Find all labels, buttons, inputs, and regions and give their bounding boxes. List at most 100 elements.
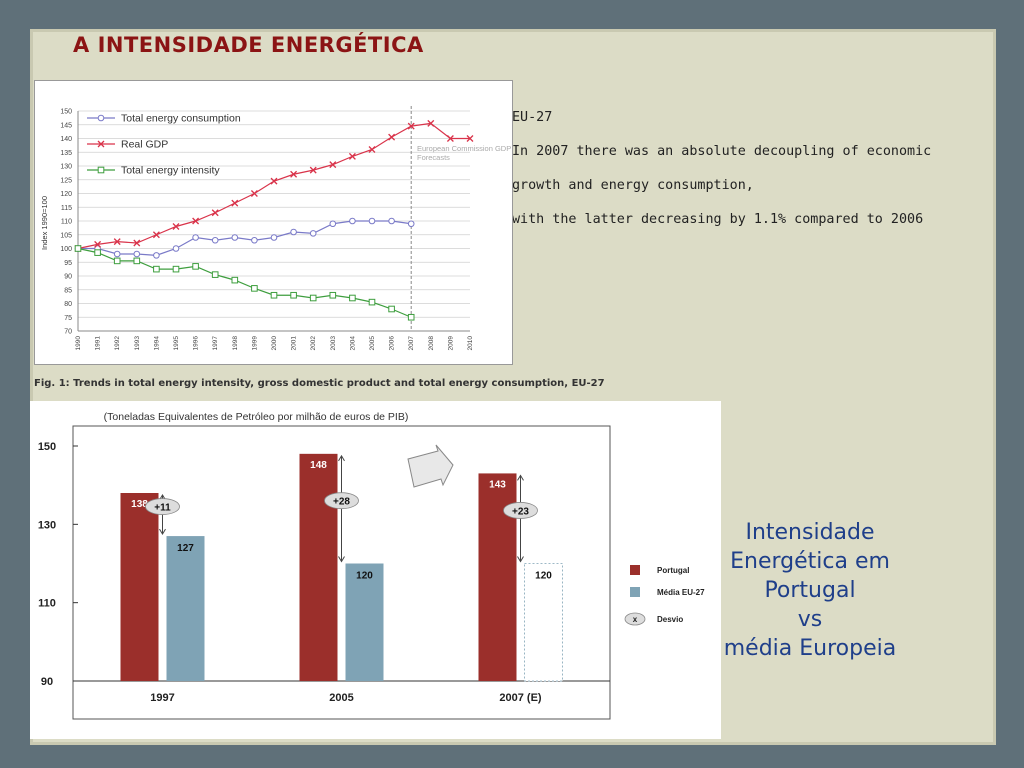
data-point (94, 249, 101, 256)
y-tick-label: 130 (60, 164, 72, 171)
y-tick-label: 85 (64, 287, 72, 294)
data-point (309, 230, 317, 237)
arrow-head (338, 556, 345, 563)
y-tick-label: 105 (60, 232, 72, 239)
note-line: In 2007 there was an absolute decoupling… (512, 144, 932, 159)
series-line (78, 220, 412, 256)
x-tick-label: 1990 (75, 336, 82, 351)
y-tick-label: 80 (64, 301, 72, 308)
line-chart-panel: 70 75 80 85 90 95 100 105 110 115 120 125 130 135 140 1… (34, 80, 513, 365)
data-point (309, 294, 317, 302)
data-point (290, 228, 297, 236)
legend-label: Total energy intensity (121, 165, 220, 177)
y-tick-label: 95 (64, 260, 72, 267)
legend-label: Média EU-27 (657, 588, 705, 597)
y-tick-label: 110 (38, 598, 56, 610)
bar-value-label: 148 (310, 460, 327, 471)
legend-label: Total energy consumption (121, 113, 241, 125)
data-point (250, 190, 258, 197)
legend-marker (97, 114, 105, 122)
y-tick-label: 75 (64, 315, 72, 322)
y-tick-label: 120 (60, 191, 72, 198)
data-point (407, 220, 415, 228)
side-caption-line: Energética em (730, 549, 890, 574)
data-point (368, 298, 376, 306)
bar-value-label: 120 (356, 571, 373, 582)
side-caption-line: Portugal (764, 578, 856, 603)
arrow-head (517, 474, 524, 481)
data-point (466, 135, 474, 142)
x-tick-label: 2003 (330, 336, 337, 351)
side-caption: Intensidade Energética em Portugal vs mé… (712, 518, 908, 663)
deviation-bubble (324, 492, 359, 510)
x-tick-label: 1995 (173, 336, 180, 351)
y-tick-label: 90 (41, 676, 53, 688)
legend-swatch (630, 565, 640, 575)
side-caption-line: média Europeia (723, 636, 897, 661)
legend-marker (97, 166, 105, 174)
data-point (270, 234, 278, 241)
forecast-arrow-icon (407, 444, 454, 488)
y-tick-label: 145 (60, 122, 72, 129)
x-tick-label: 1998 (232, 336, 239, 351)
x-tick-label: 2001 (291, 336, 298, 351)
x-tick-label: 2005 (369, 336, 376, 351)
y-tick-label: 150 (38, 441, 56, 453)
x-tick-label: 2007 (408, 336, 415, 351)
data-point (152, 231, 160, 239)
data-point (427, 119, 435, 127)
y-tick-label: 70 (64, 329, 72, 336)
data-point (329, 220, 337, 228)
data-point (113, 257, 121, 265)
data-point (133, 257, 141, 265)
data-point (192, 217, 200, 225)
arrow-head (159, 528, 166, 536)
data-point (388, 217, 395, 225)
y-tick-label: 130 (38, 519, 56, 531)
bar-value-label: 138 (131, 499, 148, 510)
x-tick-label: 2004 (349, 336, 356, 351)
bar-chart: (Toneladas Equivalentes de Petróleo por … (38, 411, 705, 720)
bar-value-label: 120 (535, 571, 552, 582)
series-line (77, 247, 412, 318)
y-tick-label: 90 (64, 274, 72, 281)
data-point (329, 291, 337, 299)
data-point (192, 263, 199, 270)
y-tick-label: 150 (60, 109, 72, 116)
category-label: 2005 (329, 692, 353, 704)
data-point (113, 250, 121, 258)
data-point (407, 313, 415, 321)
data-point (231, 234, 239, 241)
y-tick-label: 125 (60, 177, 72, 184)
bar-value-label: 127 (177, 543, 194, 554)
x-tick-label: 2010 (467, 336, 474, 351)
data-point (446, 135, 454, 142)
data-point (349, 294, 356, 302)
bar-value-label: 143 (489, 479, 506, 490)
bar-eu27 (524, 563, 563, 682)
x-tick-label: 1992 (114, 336, 121, 351)
data-point (388, 133, 396, 141)
data-point (270, 177, 278, 185)
slide-title: A INTENSIDADE ENERGÉTICA (73, 33, 424, 57)
deviation-label: +23 (512, 506, 529, 517)
y-tick-label: 135 (60, 150, 72, 157)
x-tick-label: 1997 (212, 336, 219, 351)
x-tick-label: 2000 (271, 336, 278, 351)
data-point (348, 152, 356, 160)
legend-label: Portugal (657, 566, 689, 575)
data-point (153, 252, 160, 259)
bar-chart-panel: (Toneladas Equivalentes de Petróleo por … (30, 401, 721, 739)
data-point (251, 285, 258, 292)
deviation-label: +11 (154, 503, 171, 514)
data-point (172, 265, 180, 273)
data-point (133, 239, 141, 247)
x-tick-label: 2008 (428, 336, 435, 351)
arrow-head (517, 556, 524, 563)
data-point (94, 240, 102, 248)
note-text: EU-27 In 2007 there was an absolute deco… (512, 92, 982, 245)
data-point (368, 146, 376, 153)
data-point (231, 276, 239, 284)
legend-swatch (630, 587, 640, 597)
line-chart: 70 75 80 85 90 95 100 105 110 115 120 125 130 135 140 1… (40, 106, 511, 351)
